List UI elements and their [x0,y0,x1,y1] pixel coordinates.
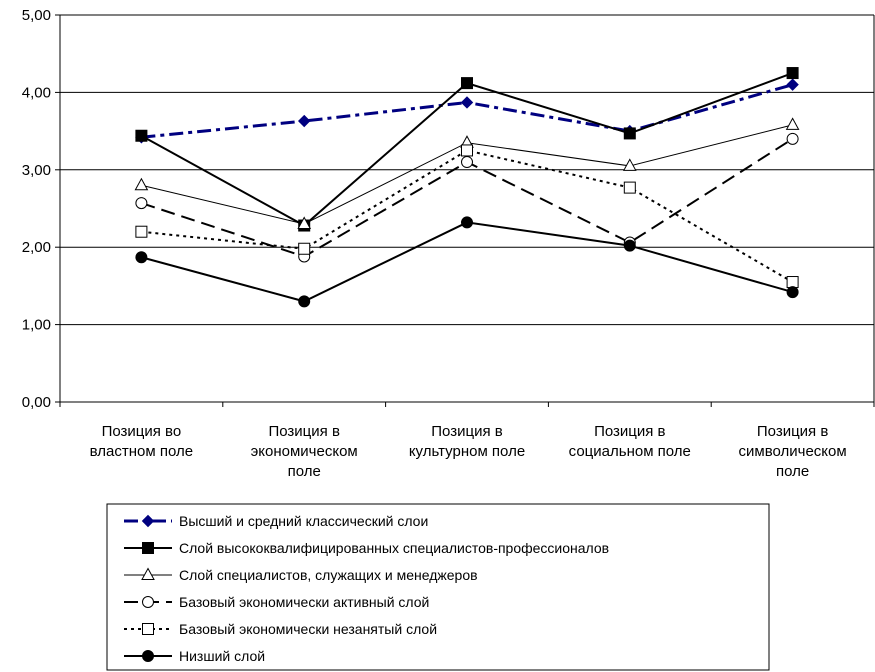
y-tick-label: 3,00 [22,162,51,179]
point-marker-diamond [297,114,311,128]
legend-entry: Слой специалистов, служащих и менеджеров [124,567,478,583]
point-marker-open-circle [461,156,473,169]
series-6 [135,216,799,308]
point-marker-open-square [623,181,636,194]
point-marker-circle [298,295,311,308]
legend-entry: Высший и средний классический слои [124,513,428,529]
point-marker-open-square [461,144,473,157]
point-marker-open-triangle [785,117,800,130]
point-marker-square [786,67,799,80]
legend-label: Высший и средний классический слои [179,513,428,529]
point-marker-square [623,127,636,140]
point-marker-open-square [298,242,311,255]
point-marker-circle [786,286,799,299]
legend-label: Базовый экономически незанятый слой [179,621,437,637]
point-marker-square [142,542,154,554]
series-lines [134,67,800,308]
legend: Высший и средний классический слои Слой в… [106,503,770,671]
axes [55,14,875,407]
point-marker-square [461,77,473,90]
series-line [141,221,793,303]
x-category-label: Позиция в культурном поле [409,423,525,460]
point-marker-open-triangle [622,158,637,171]
point-marker-diamond [460,96,474,109]
x-category-label: Позиция во властном поле [90,423,193,460]
x-category-label: Позиция в социальном поле [569,423,691,460]
point-marker-open-triangle [141,567,155,580]
point-marker-circle [142,650,154,662]
point-marker-open-circle [786,132,799,145]
y-tick-label: 2,00 [22,239,51,256]
point-marker-open-triangle [134,177,149,191]
y-tick-label: 4,00 [22,84,51,101]
point-marker-open-circle [135,197,148,210]
series-5 [135,144,799,289]
x-axis-category-labels: Позиция во властном поле Позиция в экономич… [90,423,847,480]
gridlines [60,14,874,326]
y-tick-label: 5,00 [22,7,51,24]
x-category-label: Позиция в экономическом поле [251,423,358,480]
legend-entry: Базовый экономически незанятый слой [124,621,437,637]
y-tick-label: 0,00 [22,394,51,411]
legend-entry: Низший слой [124,648,265,664]
point-marker-circle [461,216,473,229]
legend-entry: Базовый экономически активный слой [124,594,429,610]
series-line [141,149,794,283]
point-marker-open-square [135,225,148,238]
x-category-label: Позиция в символическом поле [739,423,847,480]
y-tick-label: 1,00 [22,317,51,334]
series-3 [134,117,800,229]
legend-label: Слой высококвалифицированных специалисто… [179,540,609,556]
point-marker-open-circle [142,596,154,608]
point-marker-diamond [141,514,155,528]
legend-label: Слой специалистов, служащих и менеджеров [179,567,478,583]
point-marker-diamond [786,78,799,91]
point-marker-square [135,129,148,142]
point-marker-open-square [142,623,154,635]
legend-label: Низший слой [179,648,265,664]
y-axis-tick-labels: 0,00 1,00 2,00 3,00 4,00 5,00 [22,7,51,411]
point-marker-open-triangle [297,216,312,229]
point-marker-open-square [786,276,799,289]
point-marker-circle [623,239,636,252]
legend-label: Базовый экономически активный слой [179,594,429,610]
legend-box [106,503,770,671]
point-marker-circle [135,251,148,264]
legend-entry: Слой высококвалифицированных специалисто… [124,540,609,556]
